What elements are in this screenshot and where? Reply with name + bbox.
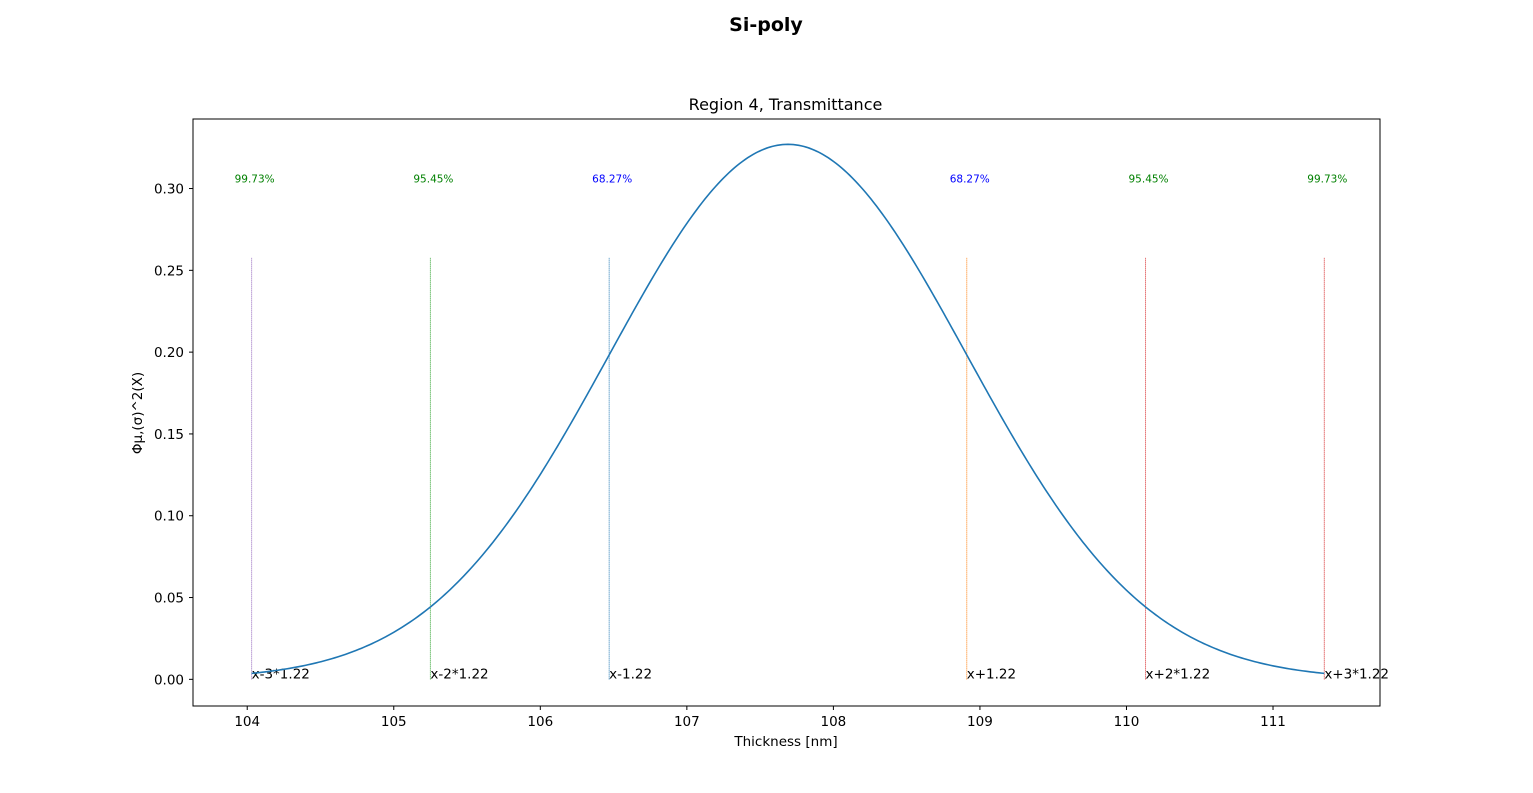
x-axis-ticks: 104 105 106 107 108 109 110 111 [234, 706, 1286, 730]
x-tick-label-4: 108 [821, 714, 847, 730]
y-tick-label-5: 0.25 [154, 263, 184, 279]
figure-title: Si-poly [729, 14, 803, 36]
marker-label-2: x-1.22 [609, 666, 652, 682]
marker-pct-4: 95.45% [1129, 174, 1169, 186]
x-tick-label-5: 109 [967, 714, 993, 730]
y-tick-label-1: 0.05 [154, 591, 184, 607]
marker-label-5: x+3*1.22 [1324, 666, 1389, 682]
marker-label-3: x+1.22 [967, 666, 1016, 682]
axes-title: Region 4, Transmittance [689, 95, 883, 114]
y-tick-label-6: 0.30 [154, 182, 184, 198]
x-tick-label-0: 104 [234, 714, 260, 730]
series-line-gaussian [251, 143, 1325, 675]
sigma-markers: x-3*1.22 99.73% x-2*1.22 95.45% x-1.22 68.27%… [235, 174, 1389, 683]
marker-label-4: x+2*1.22 [1146, 666, 1211, 682]
y-tick-label-3: 0.15 [154, 427, 184, 443]
y-tick-label-4: 0.20 [154, 345, 184, 361]
x-tick-label-1: 105 [381, 714, 407, 730]
plot-area [192, 118, 1381, 707]
y-tick-label-2: 0.10 [154, 509, 184, 525]
marker-pct-5: 99.73% [1307, 174, 1347, 186]
x-tick-label-6: 110 [1114, 714, 1140, 730]
x-tick-label-2: 106 [527, 714, 553, 730]
x-axis-label: Thickness [nm] [733, 734, 837, 750]
y-tick-label-0: 0.00 [154, 672, 184, 688]
x-tick-label-3: 107 [674, 714, 700, 730]
y-axis-label: Φμ,(σ)^2(X) [130, 372, 146, 454]
marker-pct-3: 68.27% [950, 174, 990, 186]
marker-label-1: x-2*1.22 [430, 666, 488, 682]
marker-pct-1: 95.45% [413, 174, 453, 186]
y-axis-ticks: 0.00 0.05 0.10 0.15 0.20 0.25 0.30 [154, 182, 193, 688]
marker-pct-2: 68.27% [592, 174, 632, 186]
marker-label-0: x-3*1.22 [252, 666, 310, 682]
x-tick-label-7: 111 [1260, 714, 1286, 730]
marker-pct-0: 99.73% [235, 174, 275, 186]
